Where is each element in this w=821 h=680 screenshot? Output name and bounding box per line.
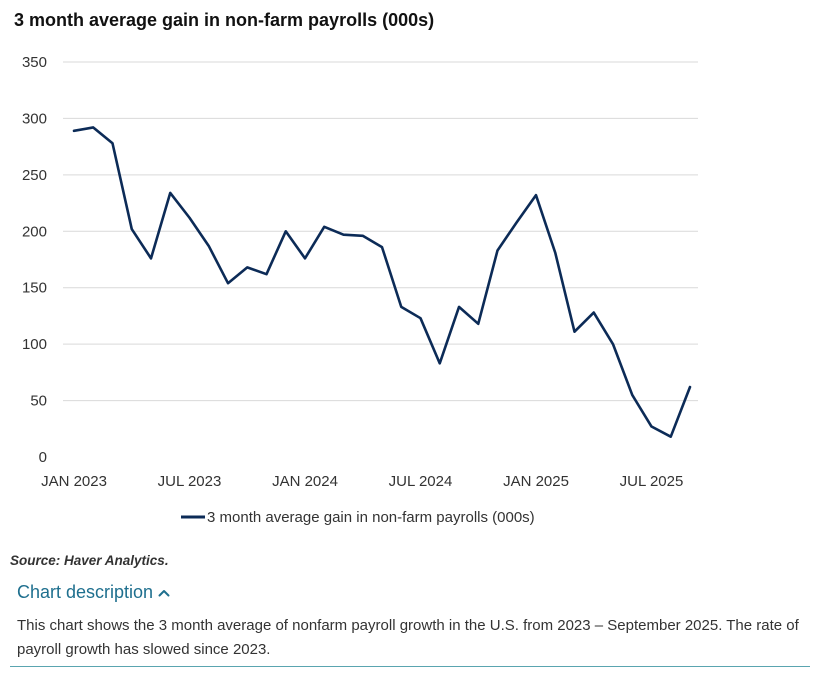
- data-point: [265, 273, 267, 275]
- data-point: [400, 306, 402, 308]
- y-tick-label: 250: [22, 167, 47, 184]
- source-note: Source: Haver Analytics.: [10, 553, 169, 568]
- data-point: [516, 221, 518, 223]
- data-point: [246, 266, 248, 268]
- x-tick-label: JUL 2023: [158, 473, 222, 490]
- data-point: [670, 435, 672, 437]
- chart-description-text: This chart shows the 3 month average of …: [17, 617, 799, 658]
- chart-description-label: Chart description: [17, 582, 154, 602]
- data-point: [285, 230, 287, 232]
- data-point: [612, 343, 614, 345]
- data-point: [593, 311, 595, 313]
- data-point: [323, 226, 325, 228]
- y-tick-label: 300: [22, 110, 47, 127]
- chart-area: 0 50 100 150 200 250 300 350 JAN 2023 JUL 2023 JA…: [0, 40, 740, 540]
- data-point: [650, 425, 652, 427]
- data-point: [92, 126, 94, 128]
- x-tick-label: JAN 2024: [272, 473, 338, 490]
- y-tick-label: 50: [30, 393, 47, 410]
- data-point: [131, 228, 133, 230]
- data-point: [362, 235, 364, 237]
- x-tick-label: JUL 2024: [389, 473, 453, 490]
- data-point: [419, 317, 421, 319]
- data-point: [477, 323, 479, 325]
- x-tick-label: JUL 2025: [620, 473, 684, 490]
- data-point: [554, 252, 556, 254]
- y-tick-label: 350: [22, 54, 47, 71]
- data-point: [381, 246, 383, 248]
- legend-label: 3 month average gain in non-farm payroll…: [207, 509, 535, 526]
- data-point: [111, 142, 113, 144]
- chart-title: 3 month average gain in non-farm payroll…: [14, 10, 435, 30]
- y-tick-label: 0: [39, 449, 47, 466]
- data-point: [439, 362, 441, 364]
- y-axis-ticks: 0 50 100 150 200 250 300 350: [22, 54, 47, 466]
- data-point: [631, 394, 633, 396]
- chevron-up-icon: [158, 590, 170, 597]
- series-line-0: [72, 126, 692, 438]
- chart-description-toggle[interactable]: Chart description: [17, 582, 170, 603]
- data-point: [150, 257, 152, 259]
- legend: 3 month average gain in non-farm payroll…: [181, 509, 535, 526]
- series-layer: [72, 126, 692, 438]
- y-tick-label: 200: [22, 223, 47, 240]
- x-tick-label: JAN 2025: [503, 473, 569, 490]
- data-point: [208, 245, 210, 247]
- gridlines: [63, 61, 698, 402]
- data-point: [573, 331, 575, 333]
- x-axis-ticks: JAN 2023 JUL 2023 JAN 2024 JUL 2024 JAN 2025…: [41, 473, 683, 490]
- data-point: [496, 249, 498, 251]
- y-tick-label: 150: [22, 280, 47, 297]
- data-point: [73, 130, 75, 132]
- x-tick-label: JAN 2023: [41, 473, 107, 490]
- description-divider: [10, 666, 810, 667]
- data-point: [188, 217, 190, 219]
- data-point: [458, 306, 460, 308]
- data-point: [304, 257, 306, 259]
- data-point: [535, 194, 537, 196]
- y-tick-label: 100: [22, 336, 47, 353]
- data-point: [689, 386, 691, 388]
- data-point: [227, 282, 229, 284]
- data-point: [342, 233, 344, 235]
- data-point: [169, 192, 171, 194]
